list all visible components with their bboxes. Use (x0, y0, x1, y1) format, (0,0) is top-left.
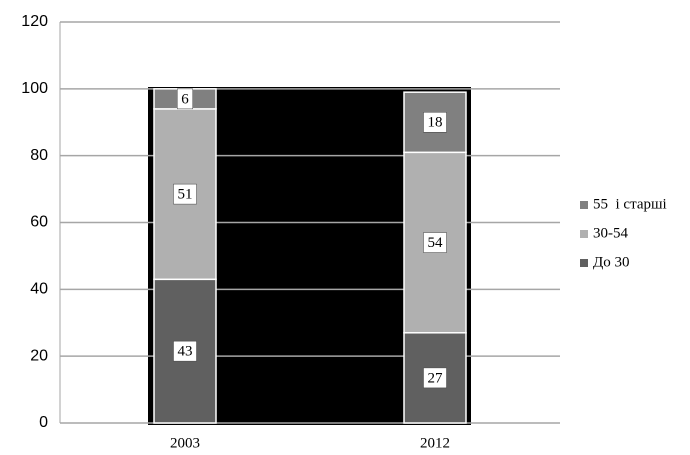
y-tick-label: 100 (21, 80, 48, 97)
data-label-box (177, 88, 193, 110)
data-label-box (173, 183, 197, 205)
y-tick-label: 20 (30, 347, 48, 364)
y-tick-label: 80 (30, 147, 48, 164)
data-label: 27 (428, 370, 444, 386)
data-label: 51 (178, 187, 193, 203)
data-label-box (173, 340, 197, 362)
legend-label: До 30 (593, 254, 629, 270)
data-label: 18 (428, 115, 443, 131)
y-tick-label: 40 (30, 281, 48, 298)
y-tick-label: 0 (39, 414, 48, 431)
data-label-box (423, 232, 447, 253)
legend-swatch (580, 259, 588, 267)
x-tick-label: 2003 (170, 435, 200, 451)
data-label: 43 (178, 344, 193, 360)
data-label: 6 (181, 91, 189, 107)
legend-swatch (580, 201, 588, 209)
data-label: 54 (428, 235, 444, 251)
data-label-box (423, 367, 447, 389)
y-tick-label: 60 (30, 214, 48, 231)
legend-label: 30-54 (593, 225, 628, 241)
y-tick-label: 120 (21, 13, 48, 30)
legend-label: 55 і старші (593, 196, 667, 212)
grid (60, 21, 560, 424)
legend-swatch (580, 230, 588, 238)
x-tick-label: 2012 (420, 435, 450, 451)
data-label-box (423, 112, 447, 133)
